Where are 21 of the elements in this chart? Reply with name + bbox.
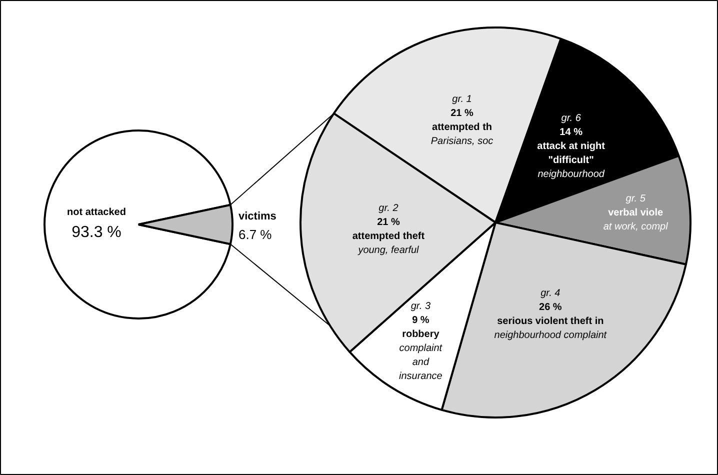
text: attempted th Parisians, soc <box>430 122 494 148</box>
text: robbery complaint and insurance <box>399 328 442 382</box>
data-label: 26 % <box>539 302 562 314</box>
slice-label: gr. 5 <box>626 194 646 205</box>
data-label: 93.3 % <box>72 224 122 241</box>
data-label: 14 % <box>560 126 583 138</box>
slice-label: gr. 1 <box>452 94 472 106</box>
data-label: 6.7 % <box>238 227 272 242</box>
slice-label: victims <box>238 210 276 222</box>
data-label: 9 % <box>412 314 430 326</box>
data-label: 21 % <box>377 217 400 228</box>
text: serious violent theft in neighbourhood complaint <box>494 316 607 342</box>
slice-label: not attacked <box>67 207 126 218</box>
slice-label: gr. 2 <box>378 203 399 214</box>
text: verbal viole at work, compl <box>603 208 668 233</box>
text: attack at night "difficult" neighbourhood <box>537 140 605 180</box>
data-label: 21 % <box>450 108 474 120</box>
slice-label: gr. 6 <box>561 112 582 124</box>
text: attempted theft young, fearful <box>352 231 425 256</box>
slice-label: gr. 3 <box>410 300 431 312</box>
slice-label: gr. 4 <box>540 288 561 300</box>
